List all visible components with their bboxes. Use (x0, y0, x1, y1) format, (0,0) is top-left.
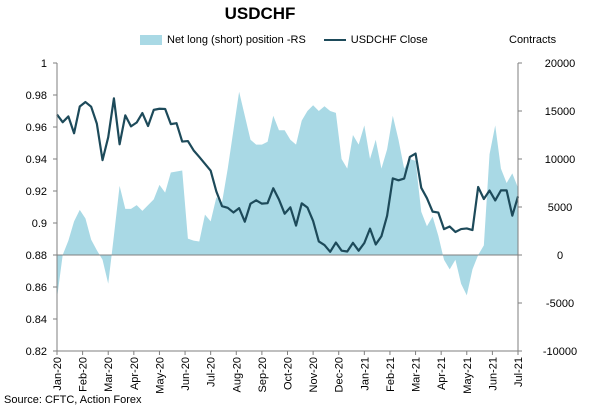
left-tick-label: 0.9 (32, 218, 47, 230)
right-tick-label: -10000 (543, 346, 577, 358)
left-tick-label: 0.96 (26, 122, 47, 134)
x-tick-label: Apr-21 (436, 357, 448, 390)
x-tick-label: Jan-20 (52, 357, 64, 391)
x-tick-label: Nov-20 (308, 357, 320, 392)
left-tick-label: 0.84 (26, 314, 47, 326)
x-tick-label: Feb-21 (385, 357, 397, 392)
right-tick-label: 10000 (545, 154, 576, 166)
x-tick-label: Mar-21 (411, 357, 423, 392)
legend-label-net-position: Net long (short) position -RS (167, 34, 306, 46)
x-tick-label: Aug-20 (231, 357, 243, 392)
x-tick-label: Mar-20 (103, 357, 115, 392)
left-tick-label: 0.86 (26, 282, 47, 294)
legend-swatch-line (323, 39, 346, 41)
usdchf-close-line (56, 97, 520, 253)
left-tick-label: 0.94 (26, 154, 47, 166)
x-tick-label: Jan-21 (359, 357, 371, 391)
chart-title: USDCHF (224, 4, 296, 23)
right-tick-label: 0 (557, 250, 563, 262)
x-tick-label: Feb-20 (78, 357, 90, 392)
x-tick-label: Jul-21 (513, 357, 525, 387)
x-tick-label: Jun-21 (487, 357, 499, 391)
x-tick-label: Sep-20 (257, 357, 269, 392)
right-tick-label: -5000 (546, 298, 574, 310)
x-tick-label: Apr-20 (129, 357, 141, 390)
left-tick-label: 0.92 (26, 186, 47, 198)
x-tick-label: May-21 (462, 357, 474, 394)
x-tick-label: Jun-20 (180, 357, 192, 391)
left-tick-label: 0.82 (26, 346, 47, 358)
chart-legend: Net long (short) position -RS USDCHF Clo… (140, 34, 446, 46)
right-tick-label: 20000 (545, 58, 576, 70)
x-tick-label: Oct-20 (283, 357, 295, 390)
legend-item-net-position: Net long (short) position -RS (140, 34, 306, 46)
net-position-area (57, 91, 518, 299)
chart-source: Source: CFTC, Action Forex (4, 394, 142, 406)
left-tick-label: 0.98 (26, 90, 47, 102)
left-tick-label: 0.88 (26, 250, 47, 262)
legend-label-usdchf-close: USDCHF Close (350, 34, 428, 46)
x-tick-label: May-20 (154, 357, 166, 394)
legend-item-usdchf-close: USDCHF Close (323, 34, 428, 46)
x-tick-label: Jul-20 (206, 357, 218, 387)
left-tick-label: 1 (41, 58, 47, 70)
x-tick-label: Dec-20 (334, 357, 346, 392)
right-tick-label: 15000 (545, 106, 576, 118)
right-tick-label: 5000 (548, 202, 572, 214)
right-axis-unit-label: Contracts (509, 34, 557, 46)
legend-swatch-area (140, 35, 162, 45)
